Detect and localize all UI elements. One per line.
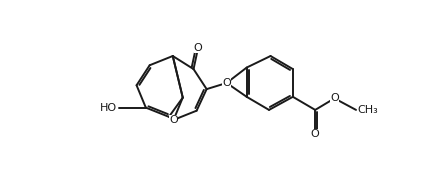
Text: O: O	[330, 93, 339, 103]
Text: HO: HO	[100, 103, 117, 113]
Text: O: O	[311, 129, 319, 139]
Text: O: O	[169, 115, 178, 125]
Text: O: O	[194, 43, 202, 53]
Text: CH₃: CH₃	[357, 105, 378, 115]
Text: O: O	[222, 78, 231, 88]
